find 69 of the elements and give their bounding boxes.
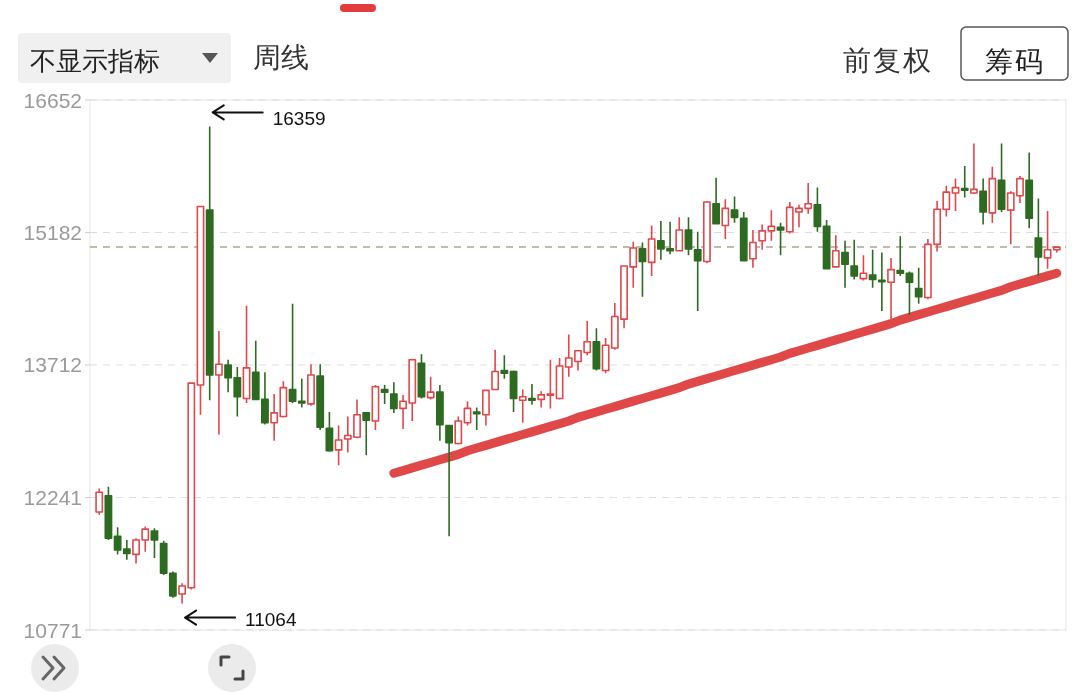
candlestick bbox=[242, 304, 251, 404]
candlestick bbox=[712, 176, 721, 226]
candlestick bbox=[988, 166, 997, 224]
candlestick bbox=[389, 381, 398, 414]
candlestick bbox=[675, 216, 684, 253]
candlestick bbox=[334, 424, 343, 466]
text: 前复权 bbox=[843, 45, 933, 76]
candlestick bbox=[960, 165, 969, 199]
candlestick bbox=[776, 221, 785, 256]
candlestick bbox=[481, 389, 490, 427]
candlestick bbox=[831, 234, 840, 269]
candlestick bbox=[647, 224, 656, 277]
candlestick bbox=[518, 388, 527, 424]
control-button: 筹码 bbox=[960, 26, 1069, 81]
candlestick bbox=[491, 349, 500, 392]
annotation: 11064 bbox=[245, 609, 297, 631]
y-tick-label: 13712 bbox=[23, 353, 82, 377]
candlestick bbox=[95, 487, 104, 516]
candlestick bbox=[638, 241, 647, 298]
candlestick bbox=[500, 354, 509, 380]
y-tick-label: 12241 bbox=[23, 486, 82, 510]
candlestick bbox=[877, 251, 886, 312]
candlestick bbox=[380, 384, 389, 405]
candlestick bbox=[472, 406, 481, 431]
candlestick bbox=[463, 400, 472, 427]
candlestick bbox=[905, 270, 914, 316]
candlestick bbox=[868, 248, 877, 289]
text: 周线 bbox=[253, 42, 309, 73]
candlestick bbox=[592, 327, 601, 372]
candlestick bbox=[362, 411, 371, 457]
candlestick bbox=[426, 376, 435, 401]
candlestick bbox=[435, 384, 444, 442]
candlestick bbox=[693, 230, 702, 312]
candlestick bbox=[749, 229, 757, 269]
candlestick bbox=[454, 415, 463, 446]
candlestick bbox=[997, 142, 1006, 213]
candlestick bbox=[813, 186, 822, 233]
candlestick bbox=[721, 198, 730, 240]
candlestick bbox=[850, 239, 859, 281]
candlestick bbox=[196, 205, 205, 416]
candlestick bbox=[822, 219, 831, 270]
candlestick bbox=[730, 195, 739, 224]
candlestick bbox=[307, 363, 315, 407]
candlestick bbox=[896, 235, 905, 277]
candlestick bbox=[951, 177, 960, 212]
y-tick-label: 15182 bbox=[23, 220, 82, 244]
candlestick bbox=[702, 200, 711, 265]
candlestick bbox=[325, 411, 334, 453]
candlestick bbox=[841, 239, 849, 289]
candlestick bbox=[150, 527, 159, 559]
candlestick bbox=[445, 424, 454, 538]
candlestick bbox=[528, 383, 536, 406]
candlestick bbox=[1034, 197, 1043, 277]
candlestick bbox=[205, 125, 214, 402]
candlestick bbox=[739, 211, 748, 263]
candlestick bbox=[969, 142, 978, 195]
y-tick-label: 10771 bbox=[23, 618, 82, 642]
candlestick bbox=[371, 384, 380, 431]
candlestick bbox=[214, 330, 223, 436]
y-tick-label: 16652 bbox=[23, 88, 82, 112]
candlestick bbox=[1025, 151, 1034, 229]
candlestick bbox=[684, 216, 693, 256]
candlestick bbox=[316, 363, 325, 431]
candlestick bbox=[979, 177, 988, 226]
candlestick bbox=[104, 486, 113, 541]
control-dropdown: 不显示指标 bbox=[18, 33, 231, 83]
candlestick bbox=[859, 254, 868, 282]
candlestick bbox=[914, 267, 923, 305]
annotation: 16359 bbox=[272, 107, 326, 129]
